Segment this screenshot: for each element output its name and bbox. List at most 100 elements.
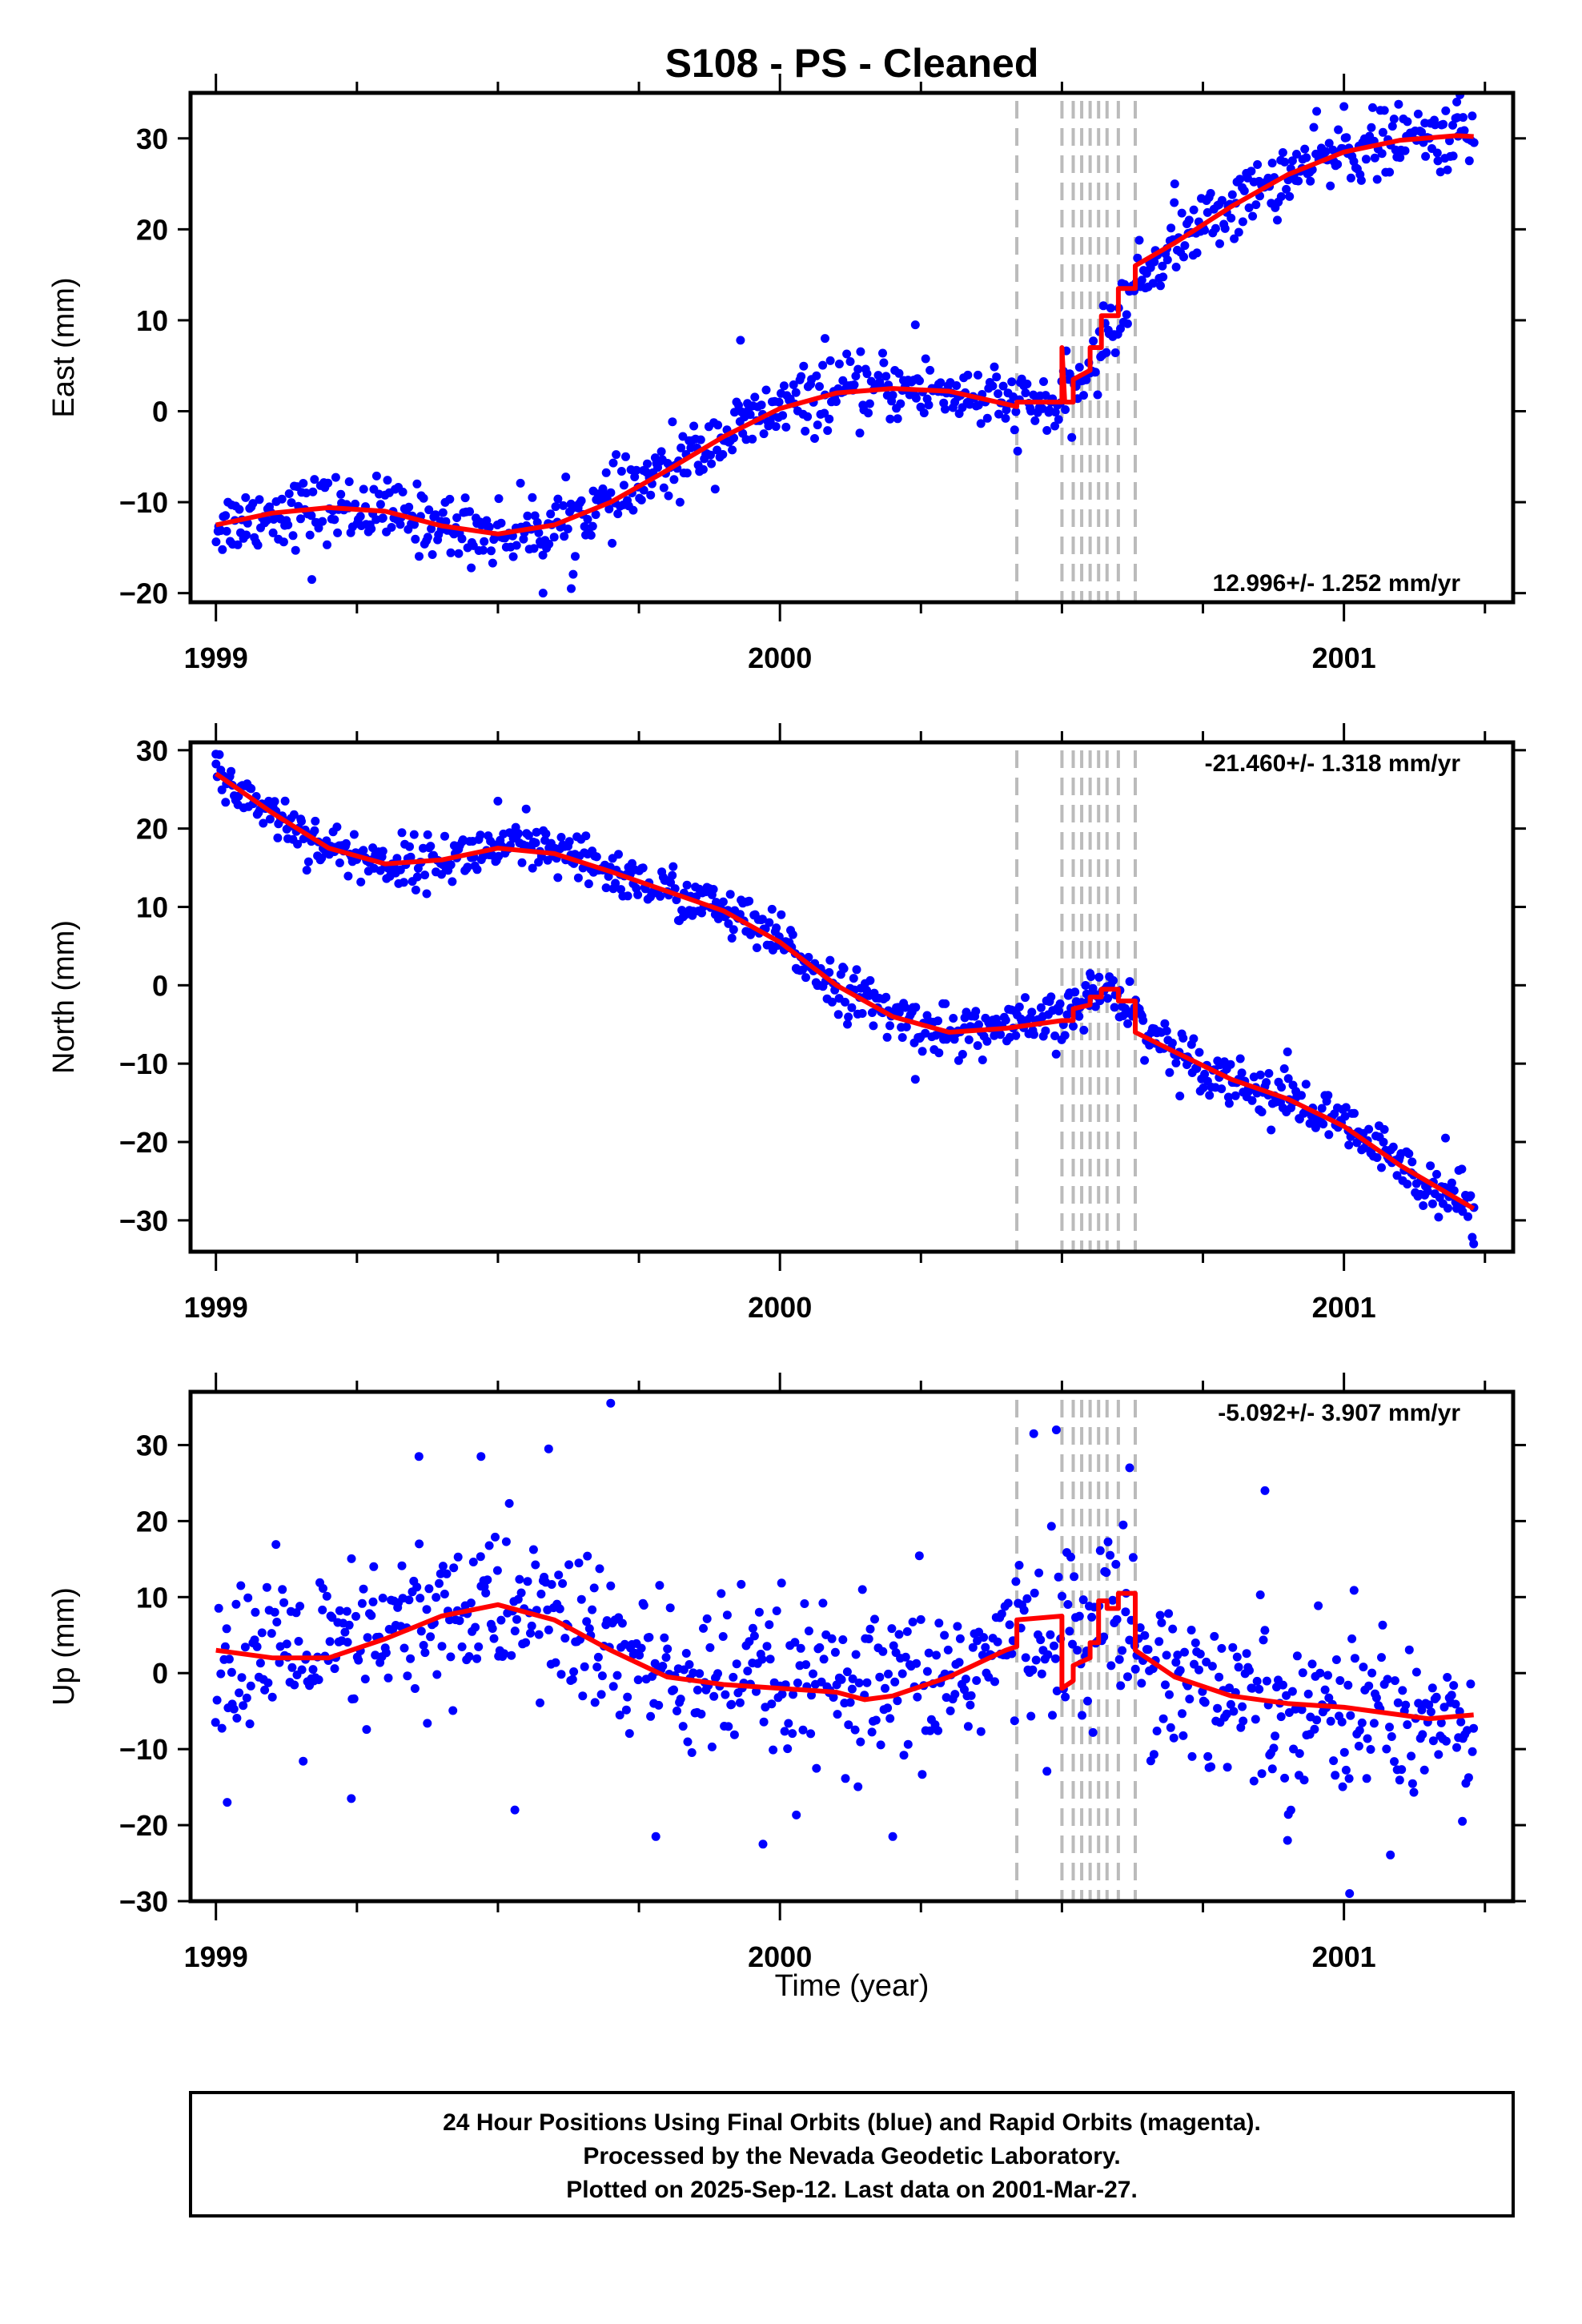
- up-data-point: [1441, 1736, 1451, 1746]
- north-data-point: [584, 879, 593, 889]
- east-data-point: [1013, 446, 1022, 456]
- up-data-point: [950, 1690, 960, 1699]
- north-y-tick-label: 20: [136, 813, 168, 846]
- east-data-point: [915, 376, 924, 385]
- up-data-point: [661, 1653, 671, 1663]
- north-data-point: [1434, 1212, 1443, 1222]
- north-data-point: [917, 1047, 927, 1056]
- east-data-point: [686, 443, 696, 452]
- east-data-point: [544, 539, 554, 549]
- up-data-point: [449, 1563, 459, 1573]
- east-data-point: [1054, 415, 1063, 424]
- east-data-point: [1395, 153, 1405, 163]
- east-y-tick-label: 0: [152, 396, 168, 428]
- east-data-point: [576, 496, 586, 505]
- up-data-point: [432, 1593, 441, 1602]
- up-data-point: [844, 1720, 853, 1730]
- east-data-point: [779, 381, 789, 391]
- up-data-point: [847, 1684, 857, 1694]
- north-data-point: [1379, 1124, 1389, 1134]
- up-data-point: [1123, 1672, 1132, 1682]
- east-data-point: [865, 399, 874, 408]
- up-data-point: [1213, 1703, 1223, 1713]
- north-data-point: [1050, 1031, 1060, 1040]
- north-data-point: [335, 858, 344, 867]
- north-data-point: [1407, 1157, 1417, 1167]
- up-data-point: [342, 1606, 351, 1616]
- north-data-point: [974, 1020, 983, 1029]
- east-data-point: [530, 511, 540, 521]
- up-data-point: [435, 1578, 444, 1588]
- up-data-point: [966, 1700, 975, 1710]
- north-data-point: [841, 997, 849, 1007]
- up-data-point: [809, 1669, 817, 1679]
- east-data-point: [1192, 248, 1202, 258]
- up-data-point: [916, 1614, 926, 1624]
- north-data-point: [273, 833, 283, 842]
- up-data-point: [523, 1577, 532, 1586]
- up-data-point: [875, 1672, 885, 1682]
- up-data-point: [665, 1603, 675, 1613]
- east-data-point: [664, 491, 673, 501]
- east-data-point: [1156, 281, 1165, 291]
- north-data-point: [623, 891, 632, 901]
- east-data-point: [728, 445, 737, 455]
- north-data-point: [1403, 1180, 1412, 1189]
- east-data-point: [1089, 336, 1098, 346]
- north-data-point: [1447, 1178, 1456, 1188]
- up-data-point: [216, 1669, 226, 1679]
- up-data-point: [621, 1705, 631, 1715]
- north-data-point: [1301, 1080, 1311, 1089]
- up-data-point: [1030, 1588, 1039, 1598]
- north-data-point: [259, 818, 268, 828]
- up-data-point: [416, 1626, 426, 1636]
- north-y-tick-label: 10: [136, 891, 168, 923]
- up-data-point: [833, 1710, 842, 1719]
- east-data-point: [1093, 390, 1102, 400]
- north-data-point: [397, 828, 407, 838]
- up-data-point: [743, 1667, 753, 1676]
- up-data-point: [378, 1594, 387, 1602]
- north-data-point: [865, 975, 875, 985]
- north-data-point: [1457, 1164, 1467, 1174]
- up-data-point: [1191, 1638, 1200, 1647]
- east-data-point: [1309, 123, 1319, 132]
- up-data-point: [1010, 1716, 1019, 1726]
- up-data-point: [1260, 1486, 1270, 1495]
- up-data-point: [735, 1698, 745, 1707]
- up-data-point: [1427, 1683, 1437, 1693]
- up-data-point: [812, 1763, 821, 1773]
- east-data-point: [678, 432, 688, 441]
- east-data-point: [1321, 147, 1331, 156]
- up-data-point: [1125, 1635, 1134, 1645]
- up-data-point: [842, 1667, 852, 1677]
- east-data-point: [1067, 432, 1077, 442]
- up-data-point: [1341, 1765, 1351, 1775]
- north-panel: −30 −20 −10 0 10 20 30 1999 2000 2001 North (mm) -2…: [47, 723, 1526, 1324]
- up-data-point: [968, 1642, 978, 1652]
- east-plot-area: [211, 93, 1479, 602]
- up-data-point: [512, 1614, 521, 1624]
- up-data-point: [798, 1725, 808, 1735]
- up-data-point: [455, 1616, 464, 1626]
- north-y-tick-label: −20: [119, 1126, 168, 1159]
- up-data-point: [474, 1642, 484, 1651]
- east-data-point: [1227, 190, 1237, 199]
- east-data-point: [675, 497, 685, 507]
- up-data-point: [555, 1604, 564, 1614]
- up-data-point: [729, 1730, 739, 1739]
- up-data-point: [211, 1718, 220, 1727]
- up-data-point: [922, 1667, 932, 1676]
- up-data-point: [1458, 1816, 1468, 1826]
- north-data-point: [573, 873, 583, 883]
- north-data-point: [494, 851, 504, 861]
- north-data-point: [1267, 1125, 1276, 1135]
- up-data-point: [262, 1582, 271, 1592]
- up-data-point: [438, 1562, 448, 1571]
- east-data-point: [1171, 263, 1181, 271]
- east-data-point: [710, 485, 720, 494]
- east-data-point: [1385, 167, 1395, 177]
- up-data-point: [476, 1552, 485, 1562]
- up-data-point: [617, 1618, 627, 1628]
- north-data-point: [1036, 1003, 1046, 1012]
